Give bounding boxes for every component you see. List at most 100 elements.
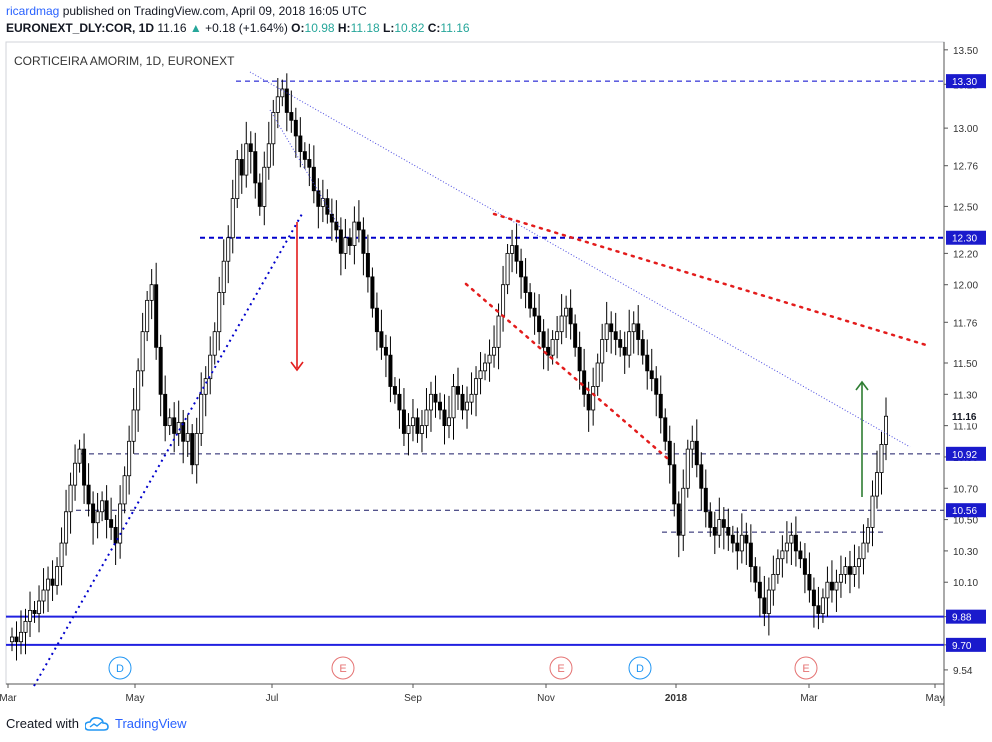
candle-body: [181, 422, 186, 442]
candle-body: [109, 519, 114, 528]
price-change: +0.18 (+1.64%): [205, 21, 288, 35]
close-label: C:: [427, 21, 441, 35]
candle-body: [347, 237, 352, 246]
y-tick-label: 9.54: [953, 666, 973, 677]
candle-body: [19, 631, 24, 643]
earnings-event-marker: [331, 656, 355, 680]
candle-body: [131, 409, 136, 442]
y-tick-label: 11.10: [953, 422, 978, 433]
candle-body: [365, 252, 370, 278]
candle-body: [676, 503, 681, 536]
event-marker-label: D: [636, 663, 644, 675]
candle-body: [275, 96, 280, 113]
open-label: O:: [291, 21, 305, 35]
candle-body: [100, 500, 105, 513]
candle-body: [595, 362, 600, 387]
dividend-event-marker: [628, 656, 652, 680]
candle-body: [428, 393, 433, 411]
candle-body: [546, 346, 551, 356]
event-marker-label: E: [802, 663, 809, 675]
high-label: H:: [337, 21, 351, 35]
candle-body: [469, 393, 474, 403]
candle-body: [739, 534, 744, 552]
green-arrow-head: [855, 380, 869, 391]
open-value: 10.98: [304, 21, 335, 35]
candle-body: [226, 237, 231, 262]
candle-body: [744, 534, 749, 544]
candle-body: [212, 331, 217, 356]
candle-body: [541, 331, 546, 348]
candle-body: [627, 331, 632, 356]
tradingview-link[interactable]: TradingView: [114, 716, 187, 731]
candle-body: [640, 339, 645, 356]
candle-body: [519, 260, 524, 278]
candle-body: [884, 415, 889, 445]
candle-body: [437, 401, 442, 411]
candle-body: [510, 245, 515, 254]
x-tick-label: Mar: [800, 693, 818, 704]
candle-body: [721, 519, 726, 528]
candle-body: [492, 346, 497, 356]
candle-body: [190, 433, 195, 466]
candle-body: [320, 198, 325, 207]
candle-body: [613, 331, 618, 340]
price-label-box: [946, 74, 986, 89]
candle-body: [645, 354, 650, 372]
candle-body: [577, 346, 582, 372]
candle-body: [118, 503, 123, 544]
price-label-text: 13.30: [952, 77, 977, 88]
candle-body: [257, 182, 262, 207]
candle-body: [766, 589, 771, 614]
candle-body: [478, 370, 483, 380]
chart-title: CORTICEIRA AMORIM, 1D, EURONEXT: [14, 54, 235, 68]
candle-body: [298, 135, 303, 153]
candle-body: [262, 166, 267, 207]
candle-body: [514, 245, 519, 262]
candle-body: [154, 284, 159, 348]
candle-body: [820, 597, 825, 614]
candle-body: [176, 422, 181, 434]
author-link[interactable]: ricardmag: [6, 4, 60, 18]
candle-body: [816, 605, 821, 614]
candle-body: [604, 323, 609, 340]
candle-body: [487, 354, 492, 364]
price-label-box: [946, 609, 986, 624]
red-arrow-head: [290, 361, 304, 372]
candle-body: [456, 386, 461, 395]
candle-body: [802, 558, 807, 575]
candle-body: [127, 440, 132, 477]
candle-body: [663, 417, 668, 442]
publish-line: ricardmag published on TradingView.com, …: [6, 3, 992, 20]
price-label-text: 9.88: [952, 613, 972, 624]
x-tick-label: Mar: [0, 693, 17, 704]
candle-body: [672, 464, 677, 505]
candle-body: [775, 558, 780, 575]
candle-body: [64, 511, 69, 544]
candle-body: [726, 527, 731, 536]
price-label-text: 10.92: [952, 450, 977, 461]
candle-body: [356, 221, 361, 231]
candle-body: [401, 409, 406, 434]
candle-body: [271, 112, 276, 145]
y-tick-label: 11.76: [953, 318, 978, 329]
candle-body: [199, 393, 204, 434]
candle-body: [694, 440, 699, 466]
candle-body: [266, 143, 271, 168]
price-label-text: 12.30: [952, 234, 977, 245]
candle-body: [28, 610, 33, 622]
candle-body: [771, 573, 776, 591]
candle-body: [532, 307, 537, 317]
low-label: L:: [383, 21, 395, 35]
candle-body: [149, 284, 154, 301]
price-label-box: [946, 637, 986, 652]
candle-body: [834, 581, 839, 591]
y-tick-label: 10.50: [953, 516, 978, 527]
candle-body: [311, 166, 316, 192]
candle-body: [136, 370, 141, 411]
candle-body: [172, 417, 177, 434]
candle-body: [352, 221, 357, 246]
candle-body: [591, 386, 596, 411]
ohlc-line: EURONEXT_DLY:COR, 1D 11.16 ▲ +0.18 (+1.6…: [6, 20, 992, 37]
candle-body: [559, 315, 564, 333]
